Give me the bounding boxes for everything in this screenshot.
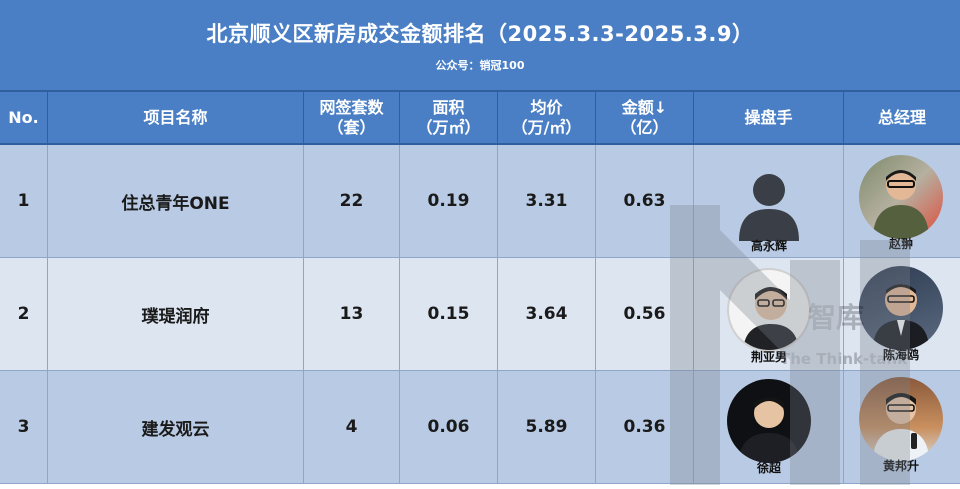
col-header-area: 面积 （万㎡） — [400, 92, 498, 143]
cell-amount: 0.56 — [596, 258, 694, 370]
table-header: No. 项目名称 网签套数 （套） 面积 （万㎡） 均价 （万/㎡） 金额↓ （… — [0, 90, 960, 145]
operator-card: 高永辉 — [724, 157, 814, 254]
person-placeholder-icon — [727, 157, 811, 241]
report-header: 北京顺义区新房成交金额排名（2025.3.3-2025.3.9） 公众号：销冠1… — [0, 0, 960, 90]
cell-price: 3.64 — [498, 258, 596, 370]
manager-photo — [859, 377, 943, 461]
operator-name: 荆亚男 — [750, 350, 787, 364]
col-header-project: 项目名称 — [48, 92, 304, 143]
manager-photo — [859, 266, 943, 350]
cell-operator — [694, 371, 844, 483]
cell-project: 璞瑅润府 — [48, 258, 304, 370]
cell-amount: 0.63 — [596, 145, 694, 257]
cell-no: 2 — [0, 258, 48, 370]
manager-name: 陈海鸥 — [882, 348, 919, 362]
operator-name: 高永辉 — [750, 239, 787, 253]
cell-units: 22 — [304, 145, 400, 257]
cell-units: 13 — [304, 258, 400, 370]
col-header-amount: 金额↓ （亿） — [596, 92, 694, 143]
col-header-no: No. — [0, 92, 48, 143]
manager-name: 赵翀 — [888, 237, 913, 251]
manager-card: 赵翀 — [856, 155, 946, 252]
cell-area: 0.06 — [400, 371, 498, 483]
cell-area: 0.15 — [400, 258, 498, 370]
operator-name: 徐超 — [756, 461, 781, 475]
cell-price: 5.89 — [498, 371, 596, 483]
cell-price: 3.31 — [498, 145, 596, 257]
page-subtitle: 公众号：销冠100 — [435, 59, 525, 72]
table-row: 1 住总青年ONE 22 0.19 3.31 0.63 高永辉 赵翀 — [0, 145, 960, 258]
table-row: 2 璞瑅润府 13 0.15 3.64 0.56 荆亚男 — [0, 258, 960, 371]
manager-card: 黄邦升 — [856, 377, 946, 474]
cell-amount: 0.36 — [596, 371, 694, 483]
cell-area: 0.19 — [400, 145, 498, 257]
page-title: 北京顺义区新房成交金额排名（2025.3.3-2025.3.9） — [206, 22, 754, 46]
cell-units: 4 — [304, 371, 400, 483]
col-header-price: 均价 （万/㎡） — [498, 92, 596, 143]
cell-operator — [694, 258, 844, 370]
manager-name: 黄邦升 — [882, 459, 919, 473]
col-header-units: 网签套数 （套） — [304, 92, 400, 143]
col-header-operator: 操盘手 — [694, 92, 844, 143]
operator-card: 徐超 — [724, 379, 814, 476]
cell-operator — [694, 145, 844, 257]
cell-no: 3 — [0, 371, 48, 483]
cell-project: 住总青年ONE — [48, 145, 304, 257]
cell-project: 建发观云 — [48, 371, 304, 483]
manager-photo — [859, 155, 943, 239]
operator-card: 荆亚男 — [724, 268, 814, 365]
cell-no: 1 — [0, 145, 48, 257]
manager-card: 陈海鸥 — [856, 266, 946, 363]
operator-photo — [727, 379, 811, 463]
operator-photo — [727, 268, 811, 352]
table-row: 3 建发观云 4 0.06 5.89 0.36 徐超 黄邦升 — [0, 371, 960, 484]
col-header-manager: 总经理 — [877, 107, 926, 127]
